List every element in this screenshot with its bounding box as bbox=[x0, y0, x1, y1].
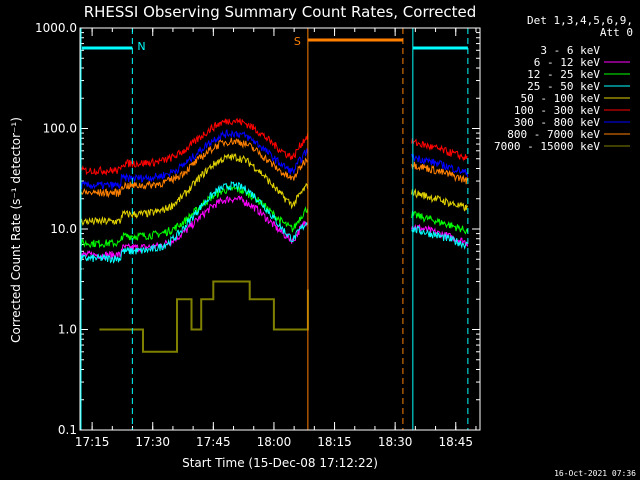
series-line bbox=[79, 117, 309, 176]
x-axis-label: Start Time (15-Dec-08 17:12:22) bbox=[182, 456, 378, 470]
series-line bbox=[411, 188, 469, 212]
series-line bbox=[79, 180, 309, 264]
legend-entry-label: 12 - 25 keV bbox=[527, 68, 600, 81]
x-tick-label: 17:15 bbox=[75, 435, 110, 449]
footer-timestamp: 16-Oct-2021 07:36 bbox=[554, 469, 636, 478]
chart-title: RHESSI Observing Summary Count Rates, Co… bbox=[84, 3, 477, 21]
series-line bbox=[411, 161, 469, 185]
series-line bbox=[79, 195, 308, 261]
y-tick-label: 10.0 bbox=[50, 222, 77, 236]
y-tick-label: 100.0 bbox=[43, 122, 77, 136]
series-8 bbox=[99, 280, 309, 353]
x-tick-label: 17:30 bbox=[135, 435, 170, 449]
x-tick-label: 17:45 bbox=[196, 435, 231, 449]
series-line bbox=[99, 280, 309, 353]
legend-entry-label: 300 - 800 keV bbox=[514, 116, 600, 129]
y-tick-label: 0.1 bbox=[58, 423, 77, 437]
series-line bbox=[79, 153, 309, 227]
series-line bbox=[411, 225, 468, 250]
legend-entry-label: 3 - 6 keV bbox=[540, 44, 600, 57]
night-label: N bbox=[137, 40, 145, 53]
x-tick-label: 18:45 bbox=[438, 435, 473, 449]
x-tick-label: 18:00 bbox=[257, 435, 292, 449]
series-line bbox=[79, 137, 309, 199]
series-6 bbox=[79, 129, 469, 190]
series-line bbox=[411, 138, 468, 162]
series-5 bbox=[79, 117, 468, 176]
legend-entry-label: 50 - 100 keV bbox=[521, 92, 601, 105]
x-tick-label: 18:30 bbox=[378, 435, 413, 449]
series-3 bbox=[79, 180, 468, 264]
y-axis-label: Corrected Count Rate (s⁻¹ detector⁻¹) bbox=[9, 117, 23, 343]
series-line bbox=[79, 129, 309, 190]
series-line bbox=[411, 210, 469, 235]
series-7 bbox=[79, 137, 469, 199]
series-2 bbox=[79, 184, 469, 249]
y-tick-label: 1000.0 bbox=[35, 21, 77, 35]
x-tick-label: 18:15 bbox=[317, 435, 352, 449]
legend-header: Att 0 bbox=[600, 26, 633, 39]
series-line bbox=[411, 238, 469, 263]
plot-frame bbox=[79, 27, 481, 431]
series-4 bbox=[79, 153, 469, 227]
series-line bbox=[411, 153, 469, 178]
saa-label: S bbox=[294, 35, 301, 48]
legend-entry-label: 800 - 7000 keV bbox=[507, 128, 600, 141]
series-0 bbox=[79, 209, 469, 277]
legend-entry-label: 100 - 300 keV bbox=[514, 104, 600, 117]
y-tick-label: 1.0 bbox=[58, 323, 77, 337]
legend-header: Det 1,3,4,5,6,9, bbox=[527, 14, 633, 27]
legend-entry-label: 6 - 12 keV bbox=[534, 56, 601, 69]
legend-entry-label: 7000 - 15000 keV bbox=[494, 140, 600, 153]
legend-entry-label: 25 - 50 keV bbox=[527, 80, 600, 93]
series-line bbox=[79, 184, 309, 249]
series-line bbox=[79, 209, 309, 277]
